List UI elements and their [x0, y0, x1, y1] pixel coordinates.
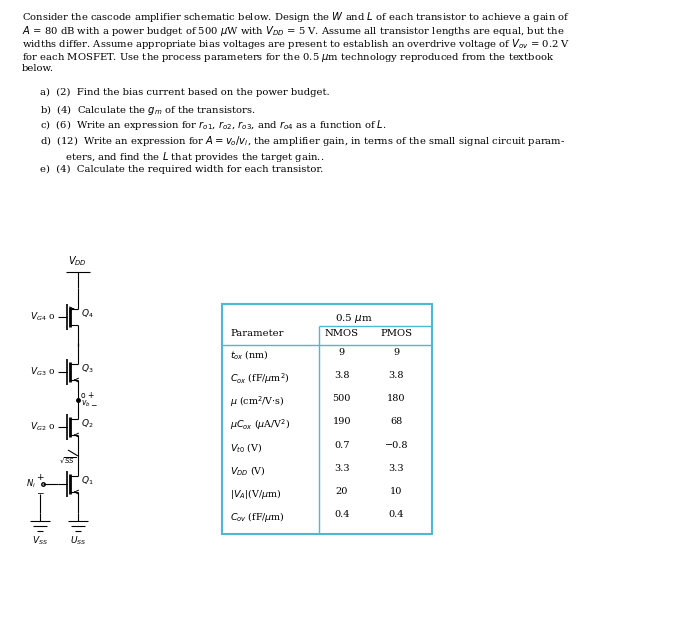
- Text: $V_{G4}$ o: $V_{G4}$ o: [30, 311, 55, 324]
- Text: $V_{DD}$ (V): $V_{DD}$ (V): [230, 463, 265, 477]
- Text: $-$: $-$: [90, 399, 97, 408]
- Text: 3.8: 3.8: [389, 371, 404, 380]
- Text: $V_{G2}$ o: $V_{G2}$ o: [30, 421, 55, 433]
- Text: c)  (6)  Write an expression for $r_{o1}$, $r_{o2}$, $r_{o3}$, and $r_{o4}$ as a: c) (6) Write an expression for $r_{o1}$,…: [40, 119, 387, 132]
- Text: −0.8: −0.8: [384, 441, 408, 450]
- Text: $+$: $+$: [36, 472, 44, 482]
- Text: $C_{ov}$ (fF/$\mu$m): $C_{ov}$ (fF/$\mu$m): [230, 510, 285, 524]
- Text: $Q_3$: $Q_3$: [80, 363, 93, 375]
- Text: for each MOSFET. Use the process parameters for the 0.5 $\mu$m technology reprod: for each MOSFET. Use the process paramet…: [22, 51, 554, 63]
- Text: $N_i$: $N_i$: [26, 478, 36, 490]
- Text: 180: 180: [387, 394, 405, 403]
- Text: 190: 190: [332, 418, 351, 426]
- Text: 3.3: 3.3: [334, 463, 349, 473]
- Text: $\mu C_{ox}$ ($\mu$A/V$^2$): $\mu C_{ox}$ ($\mu$A/V$^2$): [230, 418, 290, 432]
- Text: 3.8: 3.8: [334, 371, 349, 380]
- Text: 9: 9: [393, 348, 400, 357]
- Text: PMOS: PMOS: [380, 329, 412, 338]
- Text: 0.5 $\mu$m: 0.5 $\mu$m: [335, 312, 373, 325]
- Text: 20: 20: [335, 487, 348, 496]
- Text: 0.4: 0.4: [389, 510, 404, 519]
- Text: NMOS: NMOS: [325, 329, 358, 338]
- Text: 500: 500: [332, 394, 351, 403]
- Text: eters, and find the $L$ that provides the target gain..: eters, and find the $L$ that provides th…: [40, 149, 324, 164]
- Text: 0.4: 0.4: [334, 510, 349, 519]
- Text: e)  (4)  Calculate the required width for each transistor.: e) (4) Calculate the required width for …: [40, 165, 323, 174]
- Text: below.: below.: [22, 64, 54, 73]
- Text: d)  (12)  Write an expression for $A = v_o/v_i$, the amplifier gain, in terms of: d) (12) Write an expression for $A = v_o…: [40, 134, 566, 148]
- Text: $A$ = 80 dB with a power budget of 500 $\mu$W with $V_{DD}$ = 5 V. Assume all tr: $A$ = 80 dB with a power budget of 500 $…: [22, 23, 565, 38]
- Text: $Q_4$: $Q_4$: [80, 308, 94, 320]
- Text: o +: o +: [80, 391, 94, 400]
- Text: $V_{DD}$: $V_{DD}$: [69, 254, 88, 268]
- Text: 68: 68: [390, 418, 402, 426]
- Text: 10: 10: [390, 487, 402, 496]
- Text: $U_{SS}$: $U_{SS}$: [69, 535, 86, 547]
- Text: 3.3: 3.3: [389, 463, 404, 473]
- Text: $v_b$: $v_b$: [80, 398, 90, 409]
- Text: $t_{ox}$ (nm): $t_{ox}$ (nm): [230, 348, 269, 361]
- Text: widths differ. Assume appropriate bias voltages are present to establish an over: widths differ. Assume appropriate bias v…: [22, 37, 570, 51]
- Bar: [222, 304, 432, 534]
- Text: Parameter: Parameter: [230, 329, 284, 338]
- Text: $\sqrt{SS}$: $\sqrt{SS}$: [60, 455, 76, 465]
- Text: $Q_2$: $Q_2$: [80, 418, 93, 430]
- Text: $|V_A|$(V/$\mu$m): $|V_A|$(V/$\mu$m): [230, 487, 281, 501]
- Text: $C_{ox}$ (fF/$\mu$m$^2$): $C_{ox}$ (fF/$\mu$m$^2$): [230, 371, 290, 386]
- Text: $V_{SS}$: $V_{SS}$: [32, 535, 48, 547]
- Text: 0.7: 0.7: [334, 441, 349, 450]
- Text: Consider the cascode amplifier schematic below. Design the $W$ and $L$ of each t: Consider the cascode amplifier schematic…: [22, 10, 570, 24]
- Text: b)  (4)  Calculate the $g_m$ of the transistors.: b) (4) Calculate the $g_m$ of the transi…: [40, 103, 256, 117]
- Text: $V_{G3}$ o: $V_{G3}$ o: [30, 366, 55, 378]
- Text: a)  (2)  Find the bias current based on the power budget.: a) (2) Find the bias current based on th…: [40, 88, 330, 97]
- Text: $\mu$ (cm$^2$/V$\cdot$s): $\mu$ (cm$^2$/V$\cdot$s): [230, 394, 285, 409]
- Text: $V_{t0}$ (V): $V_{t0}$ (V): [230, 441, 262, 453]
- Text: $-$: $-$: [36, 488, 44, 497]
- Text: $Q_1$: $Q_1$: [80, 475, 93, 487]
- Text: 9: 9: [339, 348, 345, 357]
